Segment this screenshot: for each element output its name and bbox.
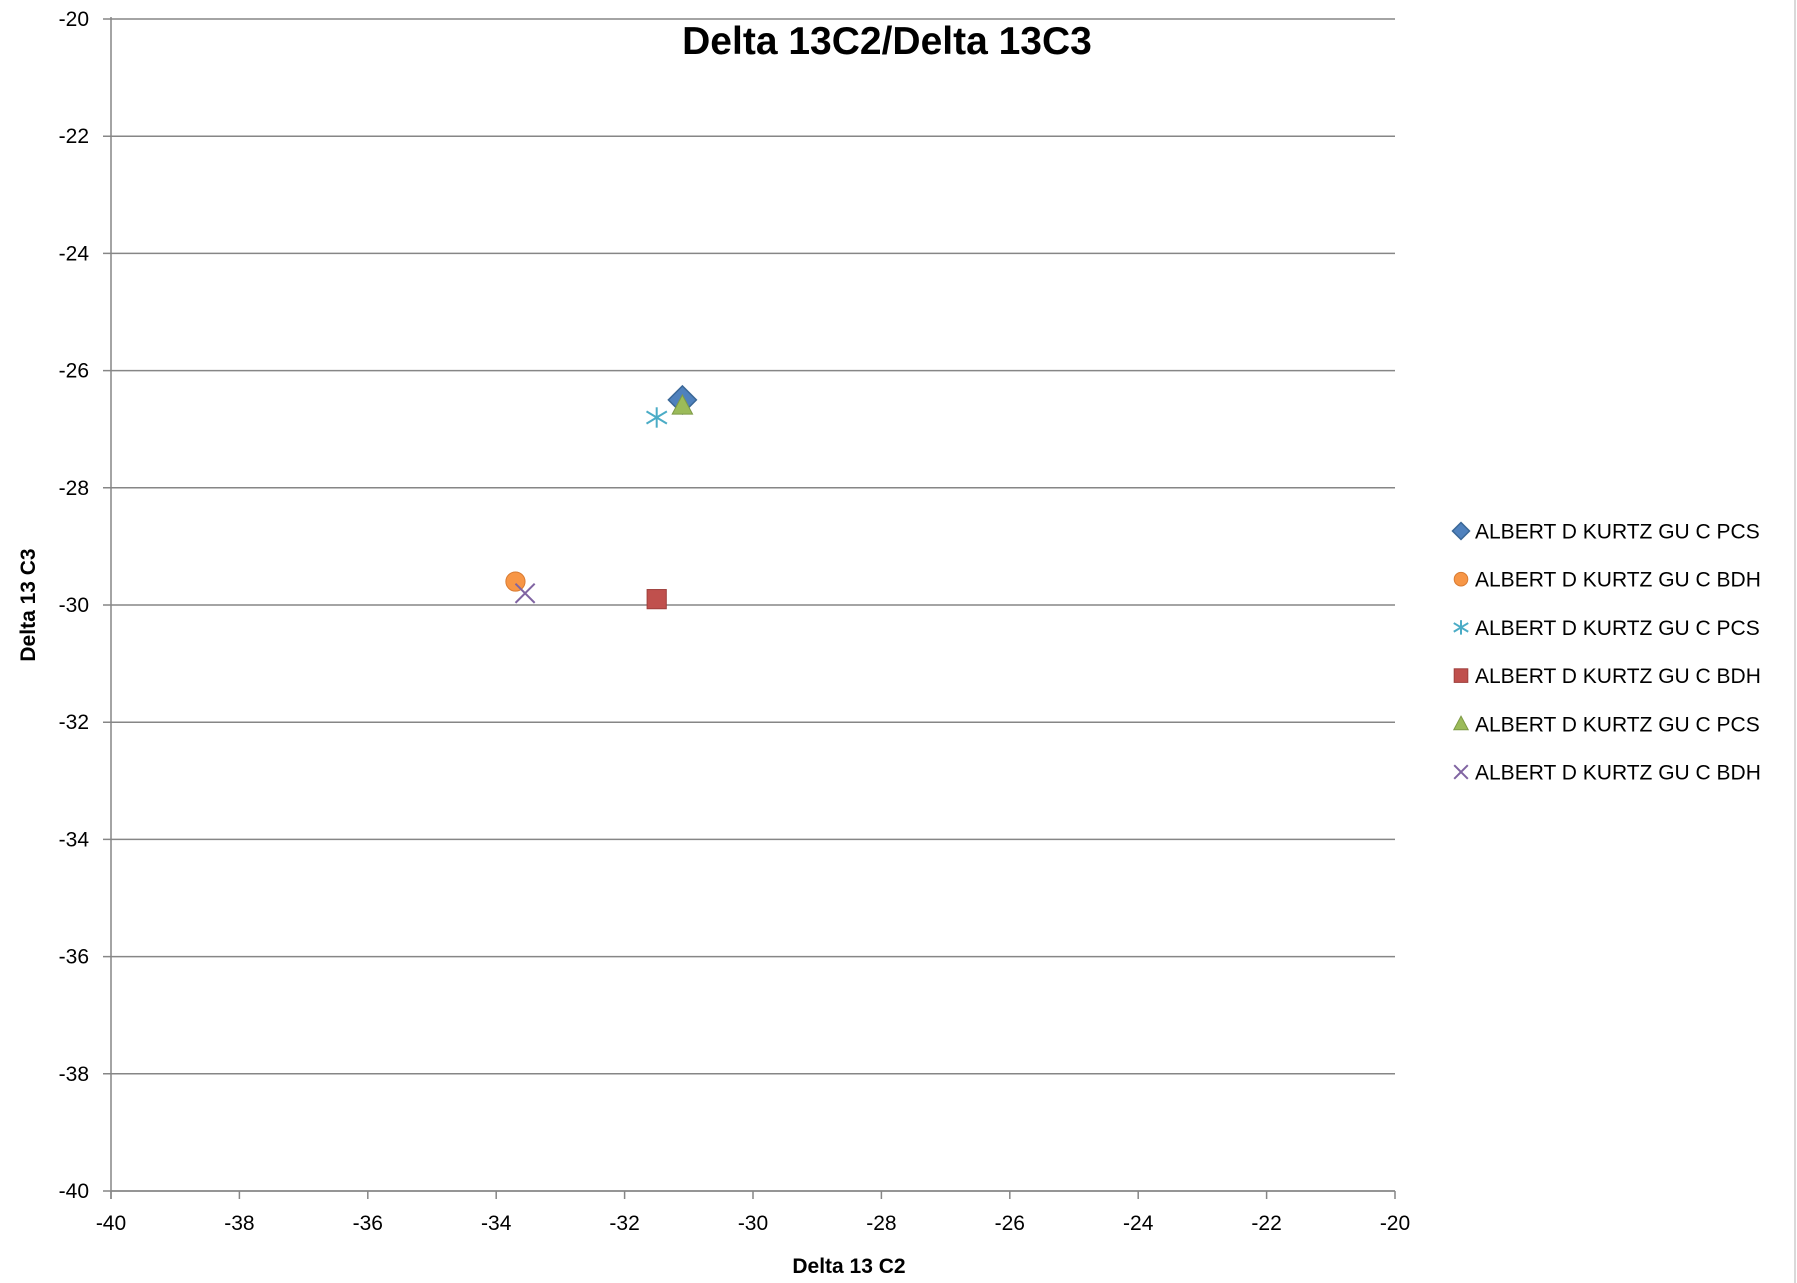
data-point-triangle bbox=[671, 393, 694, 415]
x-tick-label: -28 bbox=[866, 1212, 896, 1235]
legend-marker-circle-icon bbox=[1453, 571, 1469, 587]
legend-item: ALBERT D KURTZ GU C BDH bbox=[1453, 665, 1761, 688]
legend-label: ALBERT D KURTZ GU C BDH bbox=[1475, 665, 1761, 688]
legend-marker-triangle-icon bbox=[1452, 715, 1470, 731]
y-tick-label: -40 bbox=[59, 1180, 89, 1203]
y-tick-label: -26 bbox=[59, 360, 89, 383]
data-point-x bbox=[514, 582, 536, 604]
axes bbox=[110, 17, 1396, 1199]
legend-label: ALBERT D KURTZ GU C PCS bbox=[1475, 617, 1760, 640]
y-tick-label: -20 bbox=[59, 8, 89, 31]
data-points bbox=[505, 384, 698, 610]
x-tick-label: -38 bbox=[224, 1212, 254, 1235]
y-tick-label: -34 bbox=[59, 828, 90, 851]
legend: ALBERT D KURTZ GU C PCS ALBERT D KURTZ GU… bbox=[1451, 521, 1761, 785]
legend-item: ALBERT D KURTZ GU C BDH bbox=[1453, 762, 1761, 785]
y-tick-label: -28 bbox=[59, 477, 89, 500]
legend-marker-x-icon bbox=[1453, 764, 1469, 780]
chart-title: Delta 13C2/Delta 13C3 bbox=[682, 20, 1092, 63]
legend-marker-square-icon bbox=[1453, 668, 1469, 683]
gridlines bbox=[103, 18, 1395, 1192]
legend-item: ALBERT D KURTZ GU C PCS bbox=[1453, 617, 1760, 640]
legend-label: ALBERT D KURTZ GU C BDH bbox=[1475, 762, 1761, 785]
x-tick-label: -34 bbox=[481, 1212, 512, 1235]
x-tick-label: -26 bbox=[995, 1212, 1025, 1235]
x-tick-label: -20 bbox=[1380, 1212, 1410, 1235]
legend-marker-asterisk-icon bbox=[1453, 620, 1469, 635]
y-tick-label: -32 bbox=[59, 711, 89, 734]
legend-label: ALBERT D KURTZ GU C BDH bbox=[1475, 569, 1761, 592]
tick-labels: -40 -38 -36 -34 -32 -30 -28 -26 -24 -22 -20 -40 -38 -… bbox=[59, 8, 1411, 1235]
y-tick-label: -38 bbox=[59, 1063, 89, 1086]
data-point-square bbox=[646, 589, 667, 610]
x-axis-title: Delta 13 C2 bbox=[792, 1255, 905, 1278]
data-point-circle bbox=[505, 571, 526, 592]
y-tick-label: -36 bbox=[59, 946, 89, 969]
x-tick-label: -32 bbox=[609, 1212, 639, 1235]
y-tick-label: -24 bbox=[59, 242, 90, 265]
legend-item: ALBERT D KURTZ GU C BDH bbox=[1453, 569, 1761, 592]
x-tick-label: -40 bbox=[96, 1212, 126, 1235]
data-point-asterisk bbox=[645, 407, 668, 428]
legend-label: ALBERT D KURTZ GU C PCS bbox=[1475, 521, 1760, 544]
y-tick-label: -30 bbox=[59, 594, 89, 617]
y-tick-label: -22 bbox=[59, 125, 89, 148]
x-tick-label: -24 bbox=[1123, 1212, 1154, 1235]
legend-item: ALBERT D KURTZ GU C PCS bbox=[1452, 713, 1760, 736]
legend-item: ALBERT D KURTZ GU C PCS bbox=[1451, 521, 1760, 544]
y-axis-title: Delta 13 C3 bbox=[17, 548, 40, 661]
x-tick-label: -30 bbox=[738, 1212, 768, 1235]
legend-label: ALBERT D KURTZ GU C PCS bbox=[1475, 713, 1760, 736]
x-tick-label: -22 bbox=[1251, 1212, 1281, 1235]
legend-marker-diamond-icon bbox=[1451, 521, 1471, 541]
chart-border bbox=[1794, 0, 1796, 1283]
x-tick-label: -36 bbox=[353, 1212, 383, 1235]
